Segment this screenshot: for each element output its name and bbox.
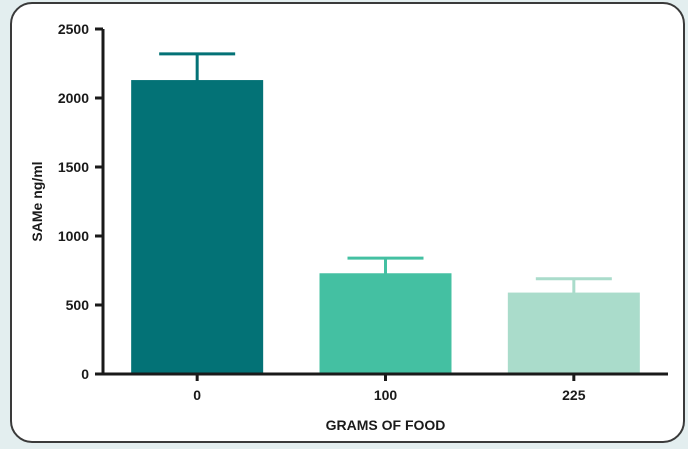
bar-225 <box>507 292 640 374</box>
x-tick-group: 0 100 225 <box>193 374 586 403</box>
x-axis-title: GRAMS OF FOOD <box>326 417 446 433</box>
y-tick-label: 2000 <box>58 90 89 106</box>
y-tick-label: 0 <box>81 366 89 382</box>
y-tick-label: 1500 <box>58 159 89 175</box>
bar-0 <box>131 80 264 374</box>
x-tick-label: 0 <box>193 387 201 403</box>
error-bar-group <box>159 52 612 295</box>
y-axis-title: SAMe ng/ml <box>29 161 45 241</box>
y-tick-group: 0 500 1000 1500 2000 2500 <box>58 21 103 382</box>
y-tick-label: 500 <box>66 297 90 313</box>
y-tick-label: 2500 <box>58 21 89 37</box>
y-tick-label: 1000 <box>58 228 89 244</box>
bar-group <box>131 80 640 374</box>
x-tick-label: 225 <box>562 387 586 403</box>
x-tick-label: 100 <box>374 387 398 403</box>
bar-100 <box>319 273 452 374</box>
